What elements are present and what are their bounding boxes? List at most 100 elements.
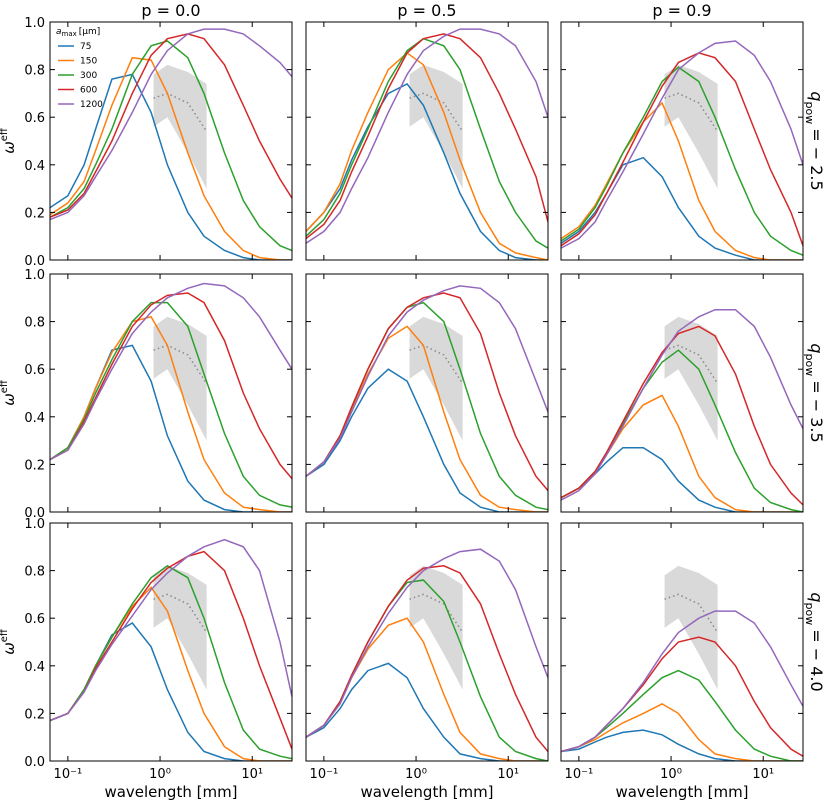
observation-line <box>664 92 719 132</box>
y-axis-label-base: ω <box>0 642 18 655</box>
y-axis-label: ωeff <box>0 127 18 154</box>
series-line <box>50 315 292 512</box>
x-tick-label: 10¹ <box>241 767 263 782</box>
series-line <box>50 40 292 252</box>
series-line <box>561 156 803 260</box>
series-line <box>561 40 803 249</box>
panel <box>305 273 549 513</box>
y-axis-label-sup: eff <box>0 628 10 642</box>
plot-frame <box>305 273 549 513</box>
plot-frame <box>560 522 804 762</box>
series-line <box>561 669 803 761</box>
series-line <box>306 548 548 738</box>
y-tick-label: 0.2 <box>24 206 45 221</box>
row-label: qpow = − 3.5 <box>803 343 826 442</box>
observation-line <box>664 344 719 384</box>
plot-frame <box>49 522 293 762</box>
x-axis-label: wavelength [mm] <box>360 783 493 801</box>
legend-title-base: a <box>56 27 62 37</box>
y-tick-label: 0.6 <box>24 111 45 126</box>
series-line <box>50 73 292 260</box>
x-axis-label: wavelength [mm] <box>615 783 748 801</box>
series-line <box>50 292 292 480</box>
y-tick-label: 1.0 <box>24 268 45 283</box>
observation-band <box>409 565 463 690</box>
panel: 0.0 0.2 0.4 0.6 0.8 1.0 p = 0.0 ωeff amax [μm] 75 1… <box>0 1 293 269</box>
legend-label: 75 <box>80 42 91 52</box>
series-line <box>561 703 803 761</box>
series-line <box>561 52 803 247</box>
series-line <box>561 729 803 761</box>
plot-frame <box>560 273 804 513</box>
series-line <box>306 368 548 512</box>
x-tick-label: 10⁰ <box>660 767 682 782</box>
series-line <box>306 82 548 260</box>
legend-title-rest: [μm] <box>79 27 101 37</box>
y-axis-label-sup: eff <box>0 379 10 393</box>
x-tick-label: 10⁰ <box>149 767 171 782</box>
row-label-rest: = − 2.5 <box>807 128 826 190</box>
observation-band <box>664 565 718 690</box>
y-tick-label: 0.8 <box>24 64 45 79</box>
legend-title-sub: max <box>62 30 77 38</box>
y-tick-label: 0.4 <box>24 660 45 675</box>
observation-band <box>153 565 207 690</box>
series-line <box>561 66 803 256</box>
series-line <box>306 565 548 752</box>
y-axis-label-base: ω <box>0 141 18 154</box>
y-tick-label: 1.0 <box>24 16 45 31</box>
legend-label: 600 <box>80 86 97 96</box>
x-tick-label: 10¹ <box>497 767 519 782</box>
row-label: qpow = − 2.5 <box>803 91 826 190</box>
plot-frame <box>49 273 293 513</box>
row-label-base: q <box>807 91 826 101</box>
x-tick-label: 10¹ <box>752 767 774 782</box>
y-tick-label: 1.0 <box>24 517 45 532</box>
y-tick-label: 0.4 <box>24 411 45 426</box>
series-line <box>561 325 803 506</box>
row-label-sub: pow <box>803 102 816 125</box>
series-line <box>306 285 548 477</box>
y-tick-label: 0.0 <box>24 506 45 521</box>
panel: 10⁻¹ 10⁰ 10¹ wavelength [mm] <box>305 522 549 801</box>
observation-band <box>664 64 718 189</box>
row-label-base: q <box>807 343 826 353</box>
observation-band <box>153 316 207 441</box>
y-axis-label: ωeff <box>0 379 18 406</box>
series-line <box>561 610 803 753</box>
series-line <box>306 33 548 240</box>
panel: 10⁻¹ 10⁰ 10¹ wavelength [mm] qpow = − 4.0 <box>560 522 826 801</box>
panel: qpow = − 3.5 <box>560 273 826 513</box>
series-line <box>306 51 548 260</box>
y-axis-label: ωeff <box>0 628 18 655</box>
legend-label: 1200 <box>80 100 103 110</box>
series-line <box>50 564 292 760</box>
observation-band <box>153 64 207 189</box>
x-axis-label: wavelength [mm] <box>104 783 237 801</box>
observation-line <box>153 593 208 633</box>
series-line <box>50 622 292 761</box>
series-line <box>306 28 548 244</box>
series-line <box>50 282 292 461</box>
observation-line <box>153 344 208 384</box>
x-tick-label: 10⁻¹ <box>54 767 83 782</box>
y-tick-label: 0.2 <box>24 458 45 473</box>
series-line <box>561 446 803 512</box>
y-tick-label: 0.0 <box>24 254 45 269</box>
series-line <box>50 28 292 221</box>
column-title: p = 0.5 <box>397 1 456 20</box>
y-axis-label-base: ω <box>0 393 18 406</box>
row-label-rest: = − 3.5 <box>807 380 826 442</box>
row-label-base: q <box>807 592 826 602</box>
x-tick-label: 10⁻¹ <box>310 767 339 782</box>
series-line <box>306 662 548 761</box>
series-line <box>306 617 548 761</box>
panel: 0.0 0.2 0.4 0.6 0.8 1.0 10⁻¹ 10⁰ 10¹ wavelength [… <box>0 517 293 801</box>
series-line <box>50 538 292 722</box>
observation-line <box>409 92 464 132</box>
x-tick-label: 10⁰ <box>405 767 427 782</box>
legend-label: 150 <box>80 57 97 67</box>
plot-frame <box>560 21 804 261</box>
y-tick-label: 0.6 <box>24 363 45 378</box>
